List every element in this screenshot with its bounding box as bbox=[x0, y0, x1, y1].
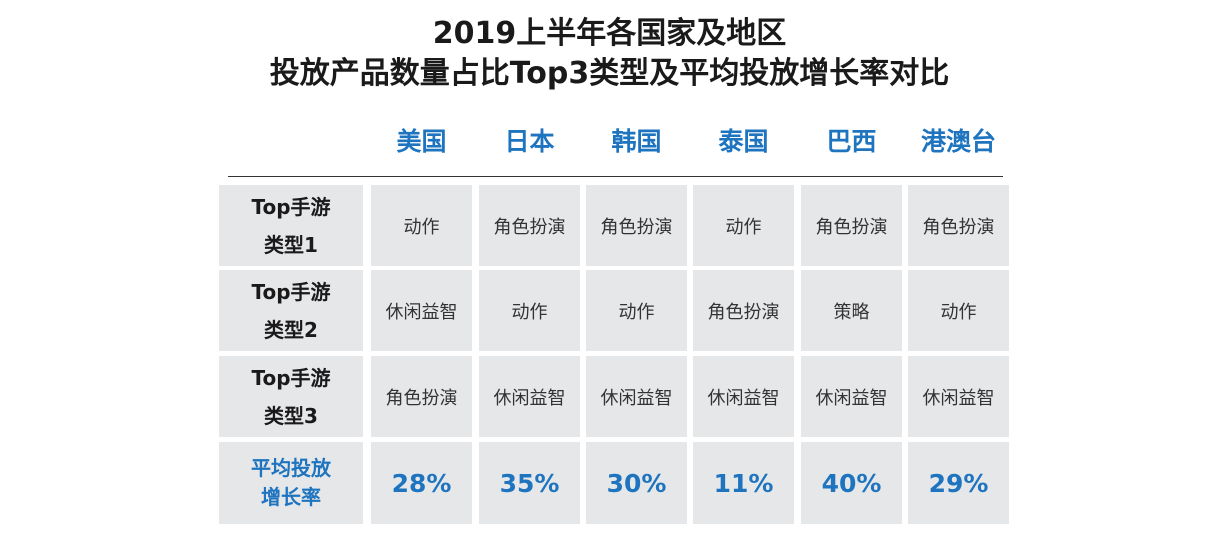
genre-cell: 角色扮演 bbox=[586, 185, 687, 266]
row-label-line: Top手游 bbox=[251, 365, 331, 390]
genre-cell: 动作 bbox=[908, 270, 1009, 351]
genre-cell: 动作 bbox=[479, 270, 580, 351]
growth-rate-cell: 40% bbox=[801, 442, 902, 524]
column-header: 韩国 bbox=[611, 127, 662, 156]
growth-rate-cell: 28% bbox=[371, 442, 472, 524]
header-divider bbox=[228, 176, 1003, 177]
genre-cell: 休闲益智 bbox=[586, 356, 687, 437]
row-label: Top手游类型3 bbox=[219, 356, 363, 437]
chart-title-line-2: 投放产品数量占比Top3类型及平均投放增长率对比 bbox=[269, 56, 950, 91]
genre-cell: 角色扮演 bbox=[693, 270, 794, 351]
chart-title-line-1: 2019上半年各国家及地区 bbox=[432, 16, 787, 51]
column-header: 巴西 bbox=[826, 127, 877, 156]
genre-cell: 角色扮演 bbox=[479, 185, 580, 266]
row-label: Top手游类型2 bbox=[219, 270, 363, 351]
row-label-line: 类型3 bbox=[264, 403, 318, 428]
genre-cell: 策略 bbox=[801, 270, 902, 351]
row-label-line: 增长率 bbox=[261, 485, 321, 509]
growth-rate-cell: 30% bbox=[586, 442, 687, 524]
genre-cell: 动作 bbox=[693, 185, 794, 266]
row-label: 平均投放 增长率 bbox=[219, 442, 363, 524]
column-header: 日本 bbox=[504, 127, 555, 156]
genre-cell: 休闲益智 bbox=[693, 356, 794, 437]
genre-cell: 休闲益智 bbox=[908, 356, 1009, 437]
row-label-line: 类型1 bbox=[264, 232, 318, 257]
row-label-line: Top手游 bbox=[251, 279, 331, 304]
genre-cell: 角色扮演 bbox=[801, 185, 902, 266]
genre-cell: 休闲益智 bbox=[801, 356, 902, 437]
row-label-line: 类型2 bbox=[264, 317, 318, 342]
chart-title: 2019上半年各国家及地区 投放产品数量占比Top3类型及平均投放增长率对比 bbox=[0, 14, 1219, 94]
genre-cell: 动作 bbox=[586, 270, 687, 351]
column-header: 港澳台 bbox=[920, 127, 996, 156]
genre-cell: 动作 bbox=[371, 185, 472, 266]
growth-rate-cell: 35% bbox=[479, 442, 580, 524]
row-label-line: 平均投放 bbox=[251, 456, 331, 480]
row-label: Top手游类型1 bbox=[219, 185, 363, 266]
growth-rate-cell: 11% bbox=[693, 442, 794, 524]
column-header: 泰国 bbox=[718, 127, 769, 156]
genre-cell: 休闲益智 bbox=[479, 356, 580, 437]
column-header: 美国 bbox=[396, 127, 447, 156]
genre-cell: 休闲益智 bbox=[371, 270, 472, 351]
growth-rate-cell: 29% bbox=[908, 442, 1009, 524]
genre-cell: 角色扮演 bbox=[371, 356, 472, 437]
row-label-line: Top手游 bbox=[251, 194, 331, 219]
genre-cell: 角色扮演 bbox=[908, 185, 1009, 266]
